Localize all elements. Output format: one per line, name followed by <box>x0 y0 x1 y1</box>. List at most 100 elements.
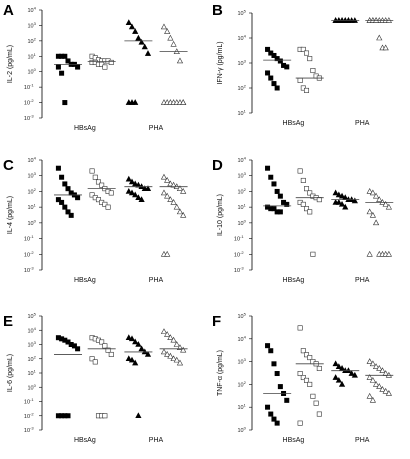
data-point <box>132 28 139 34</box>
data-point <box>135 412 142 419</box>
y-tick-label: 10-1 <box>24 397 34 406</box>
data-point <box>59 70 65 76</box>
data-point <box>300 177 306 183</box>
y-tick-label: 102 <box>27 354 36 363</box>
data-point <box>338 380 346 387</box>
data-point <box>132 359 139 366</box>
data-point <box>284 64 290 70</box>
data-point <box>372 219 380 226</box>
y-tick-label: 104 <box>27 156 36 165</box>
data-point <box>271 206 277 212</box>
category-label: PHA <box>149 125 164 132</box>
data-point <box>310 251 316 257</box>
y-tick-label: 101 <box>237 403 246 412</box>
data-point <box>372 192 380 199</box>
y-tick-label: 10-3 <box>24 426 34 435</box>
panel-letter: A <box>3 2 14 19</box>
y-tick-label: 10-1 <box>24 83 34 92</box>
data-point <box>304 352 310 358</box>
y-tick-label: 10-2 <box>24 98 34 107</box>
y-tick-label: 102 <box>237 187 246 196</box>
data-point <box>138 38 145 45</box>
data-point <box>268 174 274 180</box>
data-point <box>366 358 373 364</box>
data-point <box>108 351 114 357</box>
data-point <box>173 356 180 363</box>
y-tick-label: 101 <box>27 203 36 212</box>
data-point <box>335 198 342 205</box>
category-label: PHA <box>149 437 164 444</box>
data-point <box>180 99 187 105</box>
data-point <box>274 420 280 426</box>
data-point <box>274 371 280 377</box>
data-point <box>335 363 342 369</box>
y-tick-label: 104 <box>27 326 36 335</box>
data-point <box>284 397 290 403</box>
data-point <box>164 28 171 34</box>
y-tick-label: 10-1 <box>234 234 244 243</box>
data-point <box>144 185 152 191</box>
data-point <box>167 334 174 341</box>
data-point <box>132 191 139 198</box>
data-point <box>164 250 171 257</box>
chart-panel-e: E 10-3 10-2 10-1 100 101 102 103 104 105 IL-6 (pg/… <box>3 312 188 444</box>
data-point <box>297 77 303 83</box>
data-point <box>173 341 180 347</box>
data-point <box>180 211 187 218</box>
data-point <box>297 420 303 426</box>
data-point <box>316 365 322 371</box>
data-point <box>277 58 283 64</box>
y-tick-label: 102 <box>27 36 36 45</box>
y-tick-label: 104 <box>237 34 246 43</box>
data-point <box>304 87 310 93</box>
y-tick-label: 100 <box>237 426 246 435</box>
y-tick-label: 102 <box>27 187 36 196</box>
data-point <box>385 390 392 396</box>
data-point <box>65 209 71 215</box>
data-point <box>265 343 271 349</box>
panel-letter: F <box>212 313 221 330</box>
data-point <box>376 365 383 371</box>
category-label: PHA <box>355 437 370 444</box>
data-point <box>105 204 111 210</box>
y-axis-label: IFN-γ (pg/mL) <box>217 41 224 84</box>
data-point <box>105 347 111 353</box>
data-point <box>95 179 101 185</box>
data-point <box>271 81 277 87</box>
data-point <box>307 56 313 62</box>
data-point <box>376 34 383 41</box>
chart-panel-f: F 100 101 102 103 104 105 TNF-α (pg/mL) HBsAg PHA <box>212 312 394 444</box>
chart-panel-a: A 10-3 10-2 10-1 100 101 102 103 104 IL-2 (pg/mL)… <box>3 2 188 132</box>
data-point <box>138 196 145 202</box>
data-point <box>274 85 280 91</box>
data-point <box>376 196 383 202</box>
data-point <box>265 404 271 410</box>
data-point <box>382 44 389 51</box>
data-point <box>277 193 283 199</box>
data-point <box>300 375 306 381</box>
data-point <box>108 59 114 65</box>
data-point <box>59 199 65 205</box>
data-point <box>176 359 184 366</box>
data-point <box>332 360 339 367</box>
data-point <box>366 374 373 380</box>
y-tick-label: 100 <box>237 218 246 227</box>
data-point <box>125 19 132 26</box>
data-point <box>167 180 174 187</box>
data-point <box>102 343 108 349</box>
data-point <box>55 64 61 70</box>
data-point <box>351 371 358 378</box>
y-tick-label: 102 <box>237 380 246 389</box>
data-point <box>75 346 81 352</box>
y-tick-label: 105 <box>27 312 36 321</box>
data-point <box>300 46 306 52</box>
data-point <box>95 197 101 203</box>
data-point <box>313 400 319 406</box>
data-point <box>369 360 376 367</box>
data-point <box>297 371 303 377</box>
data-point <box>141 43 148 50</box>
category-label: HBsAg <box>283 437 305 444</box>
chart-panel-b: B 101 102 103 104 105 IFN-γ (pg/mL) HBsAg PHA <box>212 2 394 127</box>
y-tick-label: 103 <box>27 171 36 180</box>
